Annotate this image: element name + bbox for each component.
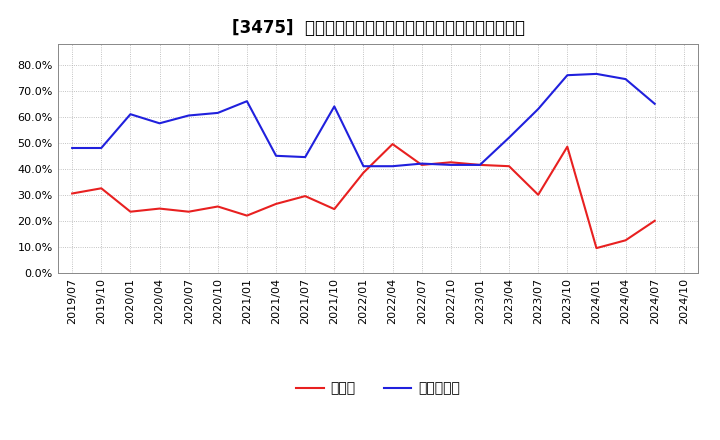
有利子負債 [534,106,543,112]
有利子負債 [301,154,310,160]
現預金 [446,160,455,165]
有利子負債 [156,121,164,126]
有利子負債 [446,162,455,168]
有利子負債 [330,104,338,109]
現預金 [650,218,659,224]
Line: 現預金: 現預金 [72,144,654,248]
Title: [3475]  現預金、有利子負債の総資産に対する比率の推移: [3475] 現預金、有利子負債の総資産に対する比率の推移 [232,19,524,37]
有利子負債 [184,113,193,118]
現預金 [243,213,251,218]
有利子負債 [650,101,659,106]
有利子負債 [213,110,222,116]
現預金 [330,206,338,212]
有利子負債 [388,164,397,169]
現預金 [301,194,310,199]
現預金 [213,204,222,209]
有利子負債 [476,162,485,168]
有利子負債 [126,112,135,117]
現預金 [621,238,630,243]
現預金 [534,192,543,198]
有利子負債 [243,99,251,104]
現預金 [476,162,485,168]
現預金 [388,141,397,147]
現預金 [418,162,426,168]
現預金 [184,209,193,214]
現預金 [156,206,164,211]
有利子負債 [97,145,106,150]
有利子負債 [359,164,368,169]
有利子負債 [271,153,280,158]
現預金 [505,164,513,169]
有利子負債 [418,161,426,166]
有利子負債 [621,77,630,82]
有利子負債 [563,73,572,78]
有利子負債 [68,145,76,150]
Legend: 現預金, 有利子負債: 現預金, 有利子負債 [290,376,466,401]
Line: 有利子負債: 有利子負債 [72,74,654,166]
現預金 [271,201,280,206]
現預金 [359,170,368,175]
有利子負債 [505,135,513,140]
現預金 [97,186,106,191]
現預金 [126,209,135,214]
現預金 [68,191,76,196]
現預金 [592,246,600,251]
現預金 [563,144,572,149]
有利子負債 [592,71,600,77]
